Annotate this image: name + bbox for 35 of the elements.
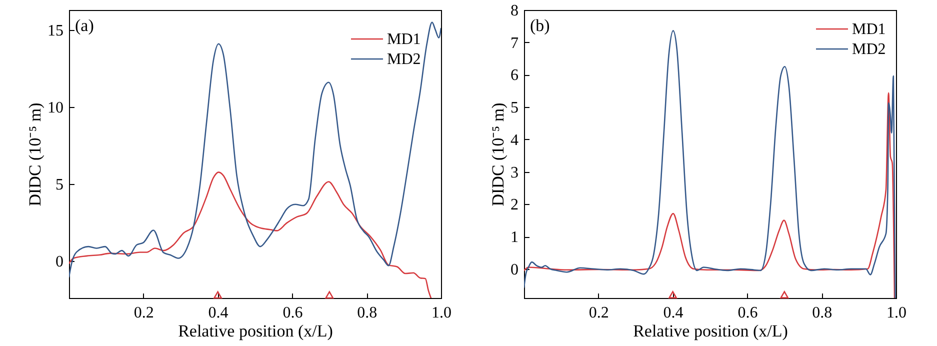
- y-axis-title: DIDC (10⁻⁵ m): [488, 102, 508, 206]
- x-tick-label: 0.2: [134, 304, 154, 322]
- y-tick-label: 0: [56, 254, 64, 271]
- x-tick-label: 0.2: [588, 304, 609, 322]
- x-axis-title: Relative position (x/L): [178, 322, 333, 340]
- x-tick-label: 1.0: [886, 304, 906, 322]
- chart-title: (a): [75, 16, 94, 35]
- x-tick-label: 0.8: [812, 304, 832, 322]
- line-series: [524, 92, 896, 298]
- legend-label: MD1: [387, 31, 421, 48]
- y-tick-label: 7: [510, 34, 518, 52]
- y-tick-label: 5: [510, 100, 518, 117]
- chart-title: (b): [530, 16, 550, 35]
- legend-label: MD1: [852, 21, 886, 38]
- y-tick-label: 2: [510, 196, 518, 214]
- x-tick-label: 0.6: [738, 304, 758, 322]
- x-tick-label: 0.4: [208, 304, 228, 322]
- line-series: [69, 172, 432, 298]
- y-tick-label: 15: [48, 22, 64, 40]
- y-tick-label: 0: [510, 261, 518, 278]
- x-tick-label: 0.6: [282, 304, 303, 322]
- y-tick-label: 6: [510, 67, 518, 84]
- x-tick-label: 1.0: [432, 304, 452, 322]
- y-tick-label: 8: [510, 2, 518, 20]
- x-tick-label: 0.4: [663, 304, 684, 322]
- y-axis-title: DIDC (10⁻⁵ m): [26, 102, 44, 206]
- y-tick-label: 3: [510, 164, 518, 182]
- y-tick-label: 10: [48, 100, 64, 117]
- x-tick-label: 0.8: [357, 304, 378, 322]
- legend-label: MD2: [387, 51, 421, 68]
- y-tick-label: 1: [510, 229, 518, 246]
- x-axis-title: Relative position (x/L): [633, 322, 788, 340]
- y-tick-label: 4: [510, 132, 518, 149]
- y-tick-label: 5: [56, 176, 64, 194]
- legend-label: MD2: [852, 41, 886, 58]
